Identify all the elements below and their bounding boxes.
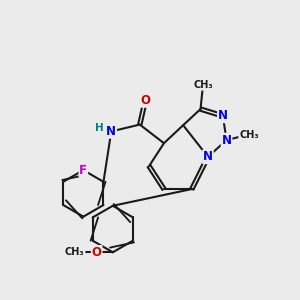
Text: N: N (106, 125, 116, 138)
Text: CH₃: CH₃ (65, 247, 85, 257)
Text: CH₃: CH₃ (193, 80, 213, 90)
Text: F: F (80, 164, 87, 177)
Text: O: O (140, 94, 150, 107)
Text: O: O (92, 246, 102, 259)
Text: CH₃: CH₃ (239, 130, 259, 140)
Text: N: N (218, 110, 228, 122)
Text: N: N (222, 134, 232, 147)
Text: H: H (95, 123, 104, 133)
Text: N: N (203, 150, 213, 163)
